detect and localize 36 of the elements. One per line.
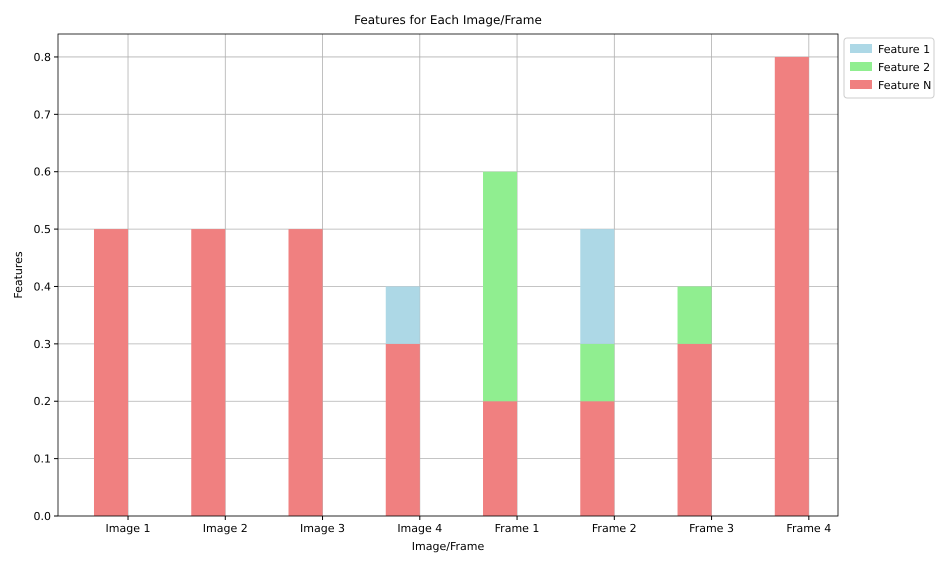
y-tick-label: 0.5	[34, 223, 51, 236]
x-tick-label: Image 2	[202, 522, 248, 535]
y-tick-label: 0.1	[34, 452, 51, 466]
x-tick-label: Frame 1	[494, 522, 540, 535]
bar	[288, 229, 323, 516]
x-tick-label: Image 1	[106, 522, 150, 535]
legend-label: Feature 1	[878, 43, 930, 56]
legend-label: Feature N	[878, 79, 932, 92]
bar	[678, 286, 712, 344]
y-tick-label: 0.2	[34, 395, 51, 408]
bar	[774, 56, 809, 516]
bar	[191, 229, 226, 516]
x-tick-label: Image 4	[397, 522, 442, 535]
bar	[580, 401, 614, 516]
y-tick-label: 0.4	[34, 280, 51, 294]
bar	[386, 344, 420, 516]
y-tick-label: 0.0	[34, 510, 51, 523]
y-tick-label: 0.8	[34, 50, 51, 64]
x-tick-label: Frame 3	[689, 522, 734, 535]
x-axis-title: Image/Frame	[412, 540, 484, 553]
y-tick-label: 0.7	[34, 108, 51, 122]
legend-label: Feature 2	[878, 61, 930, 74]
chart-title: Features for Each Image/Frame	[354, 13, 542, 27]
x-tick-label: Image 3	[300, 522, 346, 535]
bar	[386, 286, 420, 344]
y-tick-label: 0.3	[34, 338, 51, 351]
bar	[678, 344, 712, 516]
bar	[483, 172, 518, 402]
bar	[580, 344, 614, 402]
y-axis-title: Features	[12, 251, 25, 299]
bar	[483, 401, 518, 516]
y-tick-label: 0.6	[34, 166, 51, 179]
bar	[580, 229, 614, 344]
x-tick-label: Frame 2	[592, 522, 637, 535]
bar	[94, 229, 128, 516]
x-tick-label: Frame 4	[786, 522, 832, 535]
